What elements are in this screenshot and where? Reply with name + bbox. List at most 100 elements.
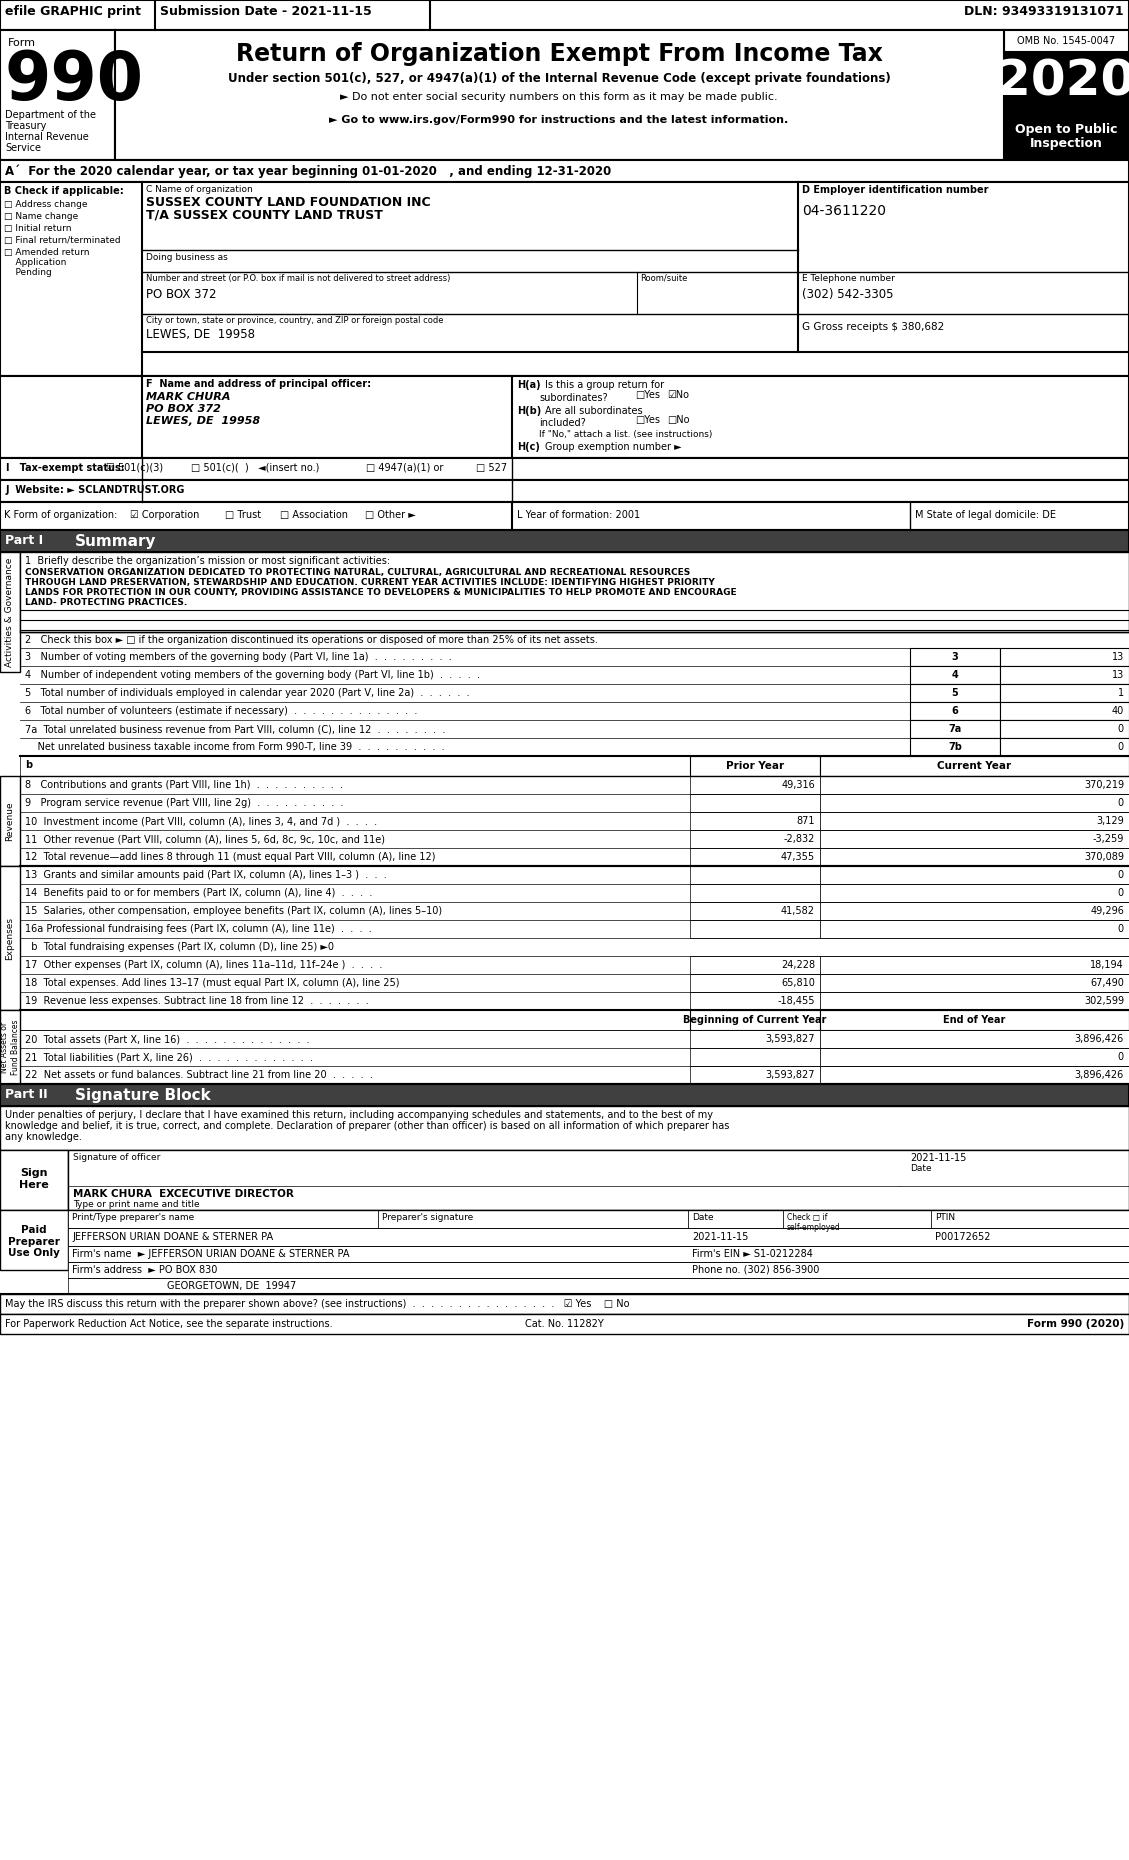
- Bar: [690, 956, 820, 975]
- Text: 11  Other revenue (Part VIII, column (A), lines 5, 6d, 8c, 9c, 10c, and 11e): 11 Other revenue (Part VIII, column (A),…: [25, 833, 385, 844]
- Text: □ Amended return: □ Amended return: [5, 247, 89, 257]
- Text: ☑No: ☑No: [667, 391, 689, 400]
- Text: Net Assets or
Fund Balances: Net Assets or Fund Balances: [0, 1019, 19, 1075]
- Bar: [820, 884, 1129, 902]
- Bar: [820, 975, 1129, 991]
- Text: 3,896,426: 3,896,426: [1075, 1034, 1124, 1043]
- Text: OMB No. 1545-0047: OMB No. 1545-0047: [1017, 35, 1115, 46]
- Text: Date: Date: [692, 1213, 714, 1222]
- Text: 17  Other expenses (Part IX, column (A), lines 11a–11d, 11f–24e )  .  .  .  .: 17 Other expenses (Part IX, column (A), …: [25, 960, 383, 971]
- Text: 67,490: 67,490: [1091, 978, 1124, 988]
- Bar: [820, 921, 1129, 937]
- Text: Return of Organization Exempt From Income Tax: Return of Organization Exempt From Incom…: [236, 43, 883, 65]
- Text: Net unrelated business taxable income from Form 990-T, line 39  .  .  .  .  .  .: Net unrelated business taxable income fr…: [25, 742, 445, 751]
- Text: 3: 3: [952, 653, 959, 662]
- Bar: [0, 1295, 1129, 1313]
- Text: Revenue: Revenue: [6, 802, 15, 841]
- Text: 13: 13: [1112, 670, 1124, 681]
- Bar: [0, 458, 1129, 480]
- Bar: [0, 480, 1129, 502]
- Text: Activities & Governance: Activities & Governance: [6, 558, 15, 666]
- Text: CONSERVATION ORGANIZATION DEDICATED TO PROTECTING NATURAL, CULTURAL, AGRICULTURA: CONSERVATION ORGANIZATION DEDICATED TO P…: [25, 567, 690, 577]
- Text: □Yes: □Yes: [634, 415, 660, 424]
- Text: -2,832: -2,832: [784, 833, 815, 844]
- Text: Date: Date: [910, 1164, 931, 1174]
- Bar: [690, 1047, 820, 1066]
- Text: 2021-11-15: 2021-11-15: [910, 1153, 966, 1162]
- Bar: [68, 1278, 1129, 1295]
- Bar: [20, 1010, 1129, 1030]
- Bar: [0, 502, 1129, 530]
- Text: 0: 0: [1118, 887, 1124, 898]
- Bar: [820, 1066, 1129, 1084]
- Text: □ 501(c)(  )   ◄(insert no.): □ 501(c)( ) ◄(insert no.): [191, 463, 320, 472]
- Text: 7a: 7a: [948, 724, 962, 735]
- Text: K Form of organization:: K Form of organization:: [5, 510, 117, 521]
- Bar: [690, 902, 820, 921]
- Text: G Gross receipts $ 380,682: G Gross receipts $ 380,682: [802, 322, 944, 331]
- Text: 1: 1: [1118, 688, 1124, 698]
- Text: LEWES, DE  19958: LEWES, DE 19958: [146, 417, 260, 426]
- Bar: [68, 1261, 1129, 1278]
- Text: Check □ if
self-employed: Check □ if self-employed: [787, 1213, 841, 1233]
- Text: PTIN: PTIN: [935, 1213, 955, 1222]
- Bar: [68, 1246, 1129, 1261]
- Text: Paid
Preparer
Use Only: Paid Preparer Use Only: [8, 1226, 60, 1257]
- Bar: [690, 813, 820, 830]
- Bar: [0, 1107, 1129, 1149]
- Bar: [820, 1047, 1129, 1066]
- Text: 13: 13: [1112, 653, 1124, 662]
- Bar: [784, 1211, 931, 1228]
- Bar: [115, 30, 1004, 160]
- Text: B Check if applicable:: B Check if applicable:: [5, 186, 124, 195]
- Bar: [690, 755, 820, 776]
- Text: Print/Type preparer's name: Print/Type preparer's name: [72, 1213, 194, 1222]
- Text: 18,194: 18,194: [1091, 960, 1124, 971]
- Text: Number and street (or P.O. box if mail is not delivered to street address): Number and street (or P.O. box if mail i…: [146, 273, 450, 283]
- Text: For Paperwork Reduction Act Notice, see the separate instructions.: For Paperwork Reduction Act Notice, see …: [5, 1319, 333, 1330]
- Text: End of Year: End of Year: [943, 1016, 1005, 1025]
- Bar: [0, 552, 20, 671]
- Text: E Telephone number: E Telephone number: [802, 273, 895, 283]
- Text: 0: 0: [1118, 870, 1124, 880]
- Text: 22  Net assets or fund balances. Subtract line 21 from line 20  .  .  .  .  .: 22 Net assets or fund balances. Subtract…: [25, 1070, 373, 1081]
- Text: T/A SUSSEX COUNTY LAND TRUST: T/A SUSSEX COUNTY LAND TRUST: [146, 208, 383, 221]
- Text: 24,228: 24,228: [781, 960, 815, 971]
- Text: Group exemption number ►: Group exemption number ►: [545, 443, 682, 452]
- Bar: [690, 884, 820, 902]
- Text: Cat. No. 11282Y: Cat. No. 11282Y: [525, 1319, 603, 1330]
- Text: 8   Contributions and grants (Part VIII, line 1h)  .  .  .  .  .  .  .  .  .  .: 8 Contributions and grants (Part VIII, l…: [25, 779, 343, 790]
- Text: 2020: 2020: [997, 58, 1129, 106]
- Text: □ Final return/terminated: □ Final return/terminated: [5, 236, 121, 246]
- Bar: [0, 530, 1129, 552]
- Text: Submission Date - 2021-11-15: Submission Date - 2021-11-15: [160, 6, 371, 19]
- Text: any knowledge.: any knowledge.: [5, 1133, 82, 1142]
- Bar: [690, 1030, 820, 1047]
- Text: 370,089: 370,089: [1084, 852, 1124, 861]
- Bar: [0, 0, 1129, 30]
- Text: Current Year: Current Year: [937, 761, 1012, 772]
- Text: City or town, state or province, country, and ZIP or foreign postal code: City or town, state or province, country…: [146, 316, 444, 326]
- Bar: [690, 975, 820, 991]
- Bar: [820, 1010, 1129, 1030]
- Text: Aˊ  For the 2020 calendar year, or tax year beginning 01-01-2020   , and ending : Aˊ For the 2020 calendar year, or tax ye…: [5, 166, 611, 179]
- Text: Part I: Part I: [5, 534, 43, 547]
- Text: Expenses: Expenses: [6, 917, 15, 960]
- Text: Beginning of Current Year: Beginning of Current Year: [683, 1016, 826, 1025]
- Bar: [820, 902, 1129, 921]
- Text: ☑ Corporation: ☑ Corporation: [130, 510, 200, 521]
- Text: PO BOX 372: PO BOX 372: [146, 288, 217, 301]
- Text: 5: 5: [952, 688, 959, 698]
- Bar: [68, 1149, 1129, 1211]
- Text: SUSSEX COUNTY LAND FOUNDATION INC: SUSSEX COUNTY LAND FOUNDATION INC: [146, 195, 430, 208]
- Text: Treasury: Treasury: [5, 121, 46, 130]
- Bar: [820, 755, 1129, 776]
- Text: 302,599: 302,599: [1084, 995, 1124, 1006]
- Text: 3,129: 3,129: [1096, 817, 1124, 826]
- Text: LAND- PROTECTING PRACTICES.: LAND- PROTECTING PRACTICES.: [25, 599, 187, 606]
- Text: 0: 0: [1118, 742, 1124, 751]
- Text: 3   Number of voting members of the governing body (Part VI, line 1a)  .  .  .  : 3 Number of voting members of the govern…: [25, 653, 452, 662]
- Bar: [820, 794, 1129, 813]
- Text: ☑ 501(c)(3): ☑ 501(c)(3): [106, 463, 163, 472]
- Bar: [931, 1211, 1129, 1228]
